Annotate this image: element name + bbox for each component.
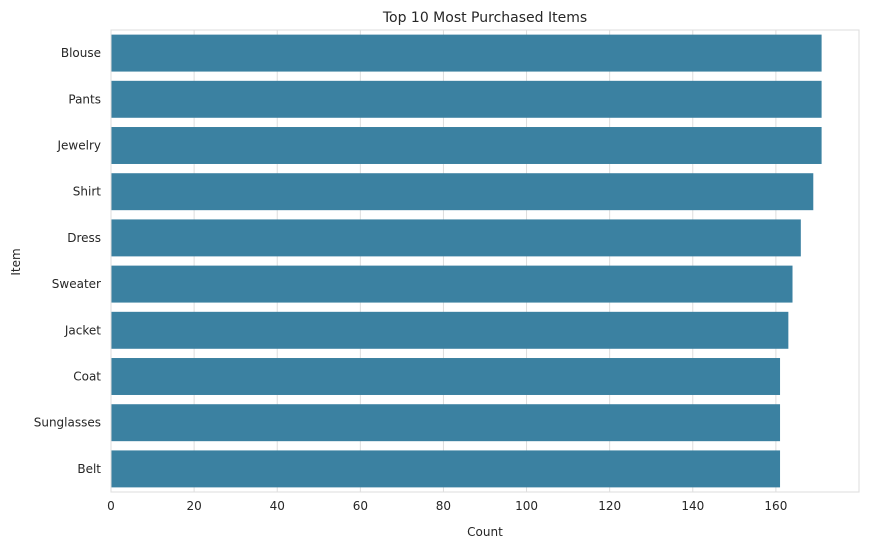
x-tick-label: 20 xyxy=(186,499,201,513)
x-axis-title: Count xyxy=(467,525,503,539)
bar-layer xyxy=(111,34,822,488)
y-tick-label: Dress xyxy=(67,231,101,245)
x-tick-label: 80 xyxy=(436,499,451,513)
bar-jacket xyxy=(111,311,789,349)
y-tick-label: Shirt xyxy=(73,185,101,199)
bar-shirt xyxy=(111,173,814,211)
x-tick-label: 40 xyxy=(270,499,285,513)
x-tick-label: 0 xyxy=(107,499,115,513)
bar-blouse xyxy=(111,34,822,72)
x-tick-labels: 0 20 40 60 80 100 120 140 160 xyxy=(107,499,787,513)
bar-jewelry xyxy=(111,127,822,164)
bar-dress xyxy=(111,219,801,257)
x-tick-label: 100 xyxy=(515,499,538,513)
y-tick-label: Blouse xyxy=(61,46,101,60)
y-tick-label: Sweater xyxy=(52,277,101,291)
y-axis-title: Item xyxy=(9,248,23,275)
bar-sweater xyxy=(111,265,793,303)
x-tick-label: 140 xyxy=(681,499,704,513)
plot-frame xyxy=(110,29,860,493)
y-tick-label: Coat xyxy=(73,370,101,384)
bar-coat xyxy=(111,358,781,395)
bar-belt xyxy=(111,450,781,488)
y-tick-label: Belt xyxy=(77,462,101,476)
y-tick-label: Jewelry xyxy=(57,139,102,153)
y-tick-labels: Blouse Pants Jewelry Shirt Dress Sweater Jacke… xyxy=(34,46,102,476)
bar-sunglasses xyxy=(111,404,781,442)
bar-pants xyxy=(111,80,822,118)
chart-title: Top 10 Most Purchased Items xyxy=(382,10,587,26)
x-tick-label: 160 xyxy=(764,499,787,513)
x-tick-label: 120 xyxy=(598,499,621,513)
y-tick-label: Jacket xyxy=(64,323,101,337)
y-tick-label: Sunglasses xyxy=(34,416,101,430)
y-tick-label: Pants xyxy=(68,92,101,106)
x-tick-label: 60 xyxy=(353,499,368,513)
